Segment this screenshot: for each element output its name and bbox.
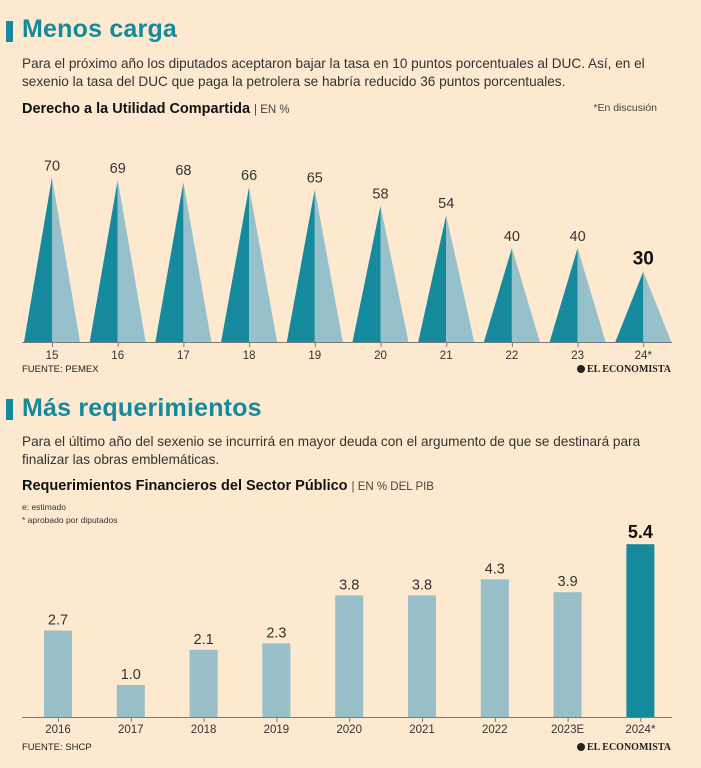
data-label: 40 bbox=[504, 229, 520, 245]
x-tick-label: 2023E bbox=[551, 724, 585, 736]
x-tick-label: 18 bbox=[243, 350, 256, 362]
data-label: 2.3 bbox=[266, 625, 286, 641]
x-tick-label: 16 bbox=[111, 350, 124, 362]
x-tick-label: 23 bbox=[571, 350, 584, 362]
duc-chart: 70 15 69 16 68 17 66 18 65 19 58 20 54 21 40 22 40 23 30 24… bbox=[22, 159, 672, 362]
section-title-menos-carga: Menos carga bbox=[22, 15, 178, 43]
x-tick-label: 2019 bbox=[264, 724, 290, 736]
data-label: 66 bbox=[241, 168, 257, 184]
spike-dark-half bbox=[352, 205, 381, 342]
bar bbox=[44, 630, 72, 717]
brand-text: EL ECONOMISTA bbox=[587, 364, 671, 375]
data-label: 69 bbox=[110, 161, 126, 177]
lead-paragraph-2: Para el último año del sexenio se incurr… bbox=[22, 434, 641, 467]
spike-dark-half bbox=[615, 271, 644, 342]
chart-title-text: Requerimientos Financieros del Sector Pú… bbox=[22, 478, 348, 494]
spike-light-half bbox=[380, 205, 409, 342]
data-label: 2.7 bbox=[48, 613, 68, 629]
source-shcp: FUENTE: SHCP bbox=[22, 742, 92, 753]
chart-title-duc: Derecho a la Utilidad Compartida | EN % bbox=[22, 101, 290, 117]
spike-dark-half bbox=[483, 248, 512, 342]
brand-logo: EL ECONOMISTA bbox=[577, 742, 671, 753]
chart-title-rfsp: Requerimientos Financieros del Sector Pú… bbox=[22, 478, 434, 494]
spike-light-half bbox=[183, 182, 212, 342]
data-label: 40 bbox=[570, 229, 586, 245]
legend-estimado: e: estimado bbox=[22, 502, 66, 512]
section-marker bbox=[6, 21, 13, 42]
x-tick-label: 2017 bbox=[118, 724, 144, 736]
data-label: 58 bbox=[372, 187, 388, 203]
brand-dot-icon bbox=[577, 742, 585, 751]
data-label: 3.8 bbox=[339, 577, 359, 593]
chart-unit: | EN % DEL PIB bbox=[351, 481, 434, 493]
data-label: 2.1 bbox=[194, 632, 214, 648]
spike-dark-half bbox=[89, 179, 118, 342]
bar bbox=[553, 592, 582, 717]
spike-dark-half bbox=[286, 189, 315, 342]
brand-logo: EL ECONOMISTA bbox=[577, 364, 671, 375]
x-tick-label: 21 bbox=[440, 350, 453, 362]
x-tick-label: 17 bbox=[177, 350, 190, 362]
bar bbox=[626, 544, 655, 717]
data-label: 3.8 bbox=[412, 577, 432, 593]
spike-dark-half bbox=[549, 248, 578, 342]
x-tick-label: 2016 bbox=[45, 724, 71, 736]
data-label: 68 bbox=[175, 163, 191, 179]
spike-light-half bbox=[511, 248, 540, 342]
x-tick-label: 2020 bbox=[336, 724, 362, 736]
chart-title-text: Derecho a la Utilidad Compartida bbox=[22, 101, 251, 117]
section-marker bbox=[6, 399, 13, 420]
bar bbox=[189, 649, 218, 717]
data-label: 4.3 bbox=[485, 561, 505, 577]
footnote-en-discusion: *En discusión bbox=[593, 102, 657, 114]
x-tick-label: 22 bbox=[506, 350, 519, 362]
section-title-mas-requerimientos: Más requerimientos bbox=[22, 394, 262, 422]
x-tick-label: 19 bbox=[308, 350, 321, 362]
lead-paragraph-1: Para el próximo año los diputados acepta… bbox=[22, 56, 645, 89]
bar bbox=[408, 595, 436, 717]
brand-text: EL ECONOMISTA bbox=[587, 742, 671, 753]
x-tick-label: 24* bbox=[635, 350, 653, 362]
spike-light-half bbox=[643, 271, 672, 342]
spike-dark-half bbox=[155, 182, 184, 342]
legend-aprobado: * aprobado por diputados bbox=[22, 515, 118, 525]
bar bbox=[480, 579, 509, 717]
bar bbox=[262, 643, 291, 717]
spike-dark-half bbox=[24, 177, 52, 342]
spike-light-half bbox=[52, 177, 80, 342]
spike-light-half bbox=[249, 186, 278, 342]
x-tick-label: 2024* bbox=[625, 724, 656, 736]
x-tick-label: 2022 bbox=[482, 724, 508, 736]
x-tick-label: 20 bbox=[374, 350, 387, 362]
spike-dark-half bbox=[221, 186, 250, 342]
data-label: 30 bbox=[633, 249, 654, 270]
bar bbox=[335, 595, 364, 717]
data-label: 5.4 bbox=[628, 522, 653, 542]
data-label: 70 bbox=[44, 159, 60, 175]
spike-light-half bbox=[314, 189, 343, 342]
x-tick-label: 15 bbox=[46, 350, 59, 362]
brand-dot-icon bbox=[577, 364, 585, 373]
spike-light-half bbox=[446, 215, 475, 342]
rfsp-chart: 2.7 2016 1.0 2017 2.1 2018 2.3 2019 3.8 2020 3.8 20… bbox=[22, 522, 672, 736]
data-label: 65 bbox=[307, 170, 323, 186]
data-label: 54 bbox=[438, 196, 454, 212]
source-pemex: FUENTE: PEMEX bbox=[22, 364, 99, 375]
x-tick-label: 2018 bbox=[191, 724, 217, 736]
data-label: 1.0 bbox=[121, 667, 141, 683]
data-label: 3.9 bbox=[558, 574, 578, 590]
chart-unit: | EN % bbox=[254, 104, 290, 116]
x-tick-label: 2021 bbox=[409, 724, 435, 736]
bar bbox=[116, 685, 145, 717]
spike-light-half bbox=[117, 179, 146, 342]
spike-light-half bbox=[577, 248, 606, 342]
spike-dark-half bbox=[418, 215, 447, 342]
